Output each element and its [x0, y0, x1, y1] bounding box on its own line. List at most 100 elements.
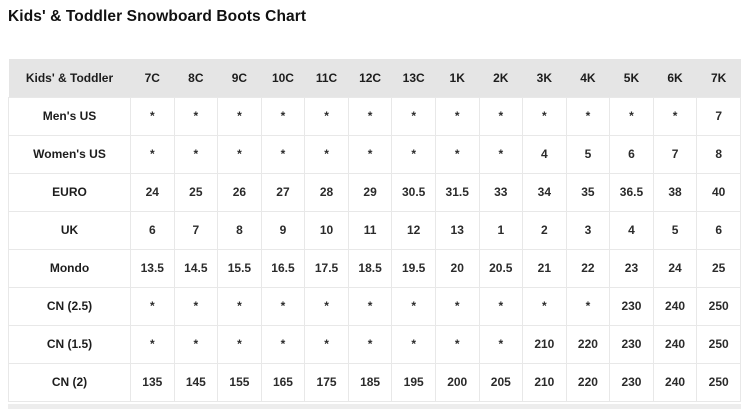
data-cell: 15.5 — [217, 248, 262, 288]
data-cell: 35 — [565, 172, 611, 212]
data-cell: 23 — [609, 248, 654, 288]
data-cell: 6 — [696, 210, 741, 250]
data-cell: * — [130, 286, 175, 326]
data-cell: * — [391, 324, 436, 364]
data-cell: * — [565, 96, 611, 136]
data-cell: * — [173, 286, 219, 326]
data-cell: 8 — [217, 210, 262, 250]
table-row: Women's US * * * * * * * * * 4 5 6 7 8 — [8, 134, 741, 174]
data-cell: 240 — [652, 286, 698, 326]
data-cell: 200 — [434, 362, 480, 402]
data-cell: 40 — [696, 172, 741, 212]
data-cell: 135 — [130, 362, 175, 402]
data-cell: * — [391, 96, 436, 136]
data-cell: 24 — [130, 172, 175, 212]
column-header-cell: 11C — [304, 59, 349, 97]
row-label-cell: EURO — [8, 172, 131, 212]
data-cell: 19.5 — [391, 248, 436, 288]
data-cell: * — [478, 324, 524, 364]
data-cell: * — [347, 96, 393, 136]
column-header-cell: 7K — [696, 59, 741, 97]
column-header-cell: 6K — [653, 59, 697, 97]
data-cell: 21 — [522, 248, 567, 288]
data-cell: 145 — [173, 362, 219, 402]
data-cell: * — [217, 324, 262, 364]
table-row: CN (2) 135 145 155 165 175 185 195 200 205 210 220 2… — [8, 362, 741, 402]
data-cell: 4 — [522, 134, 567, 174]
data-cell: 210 — [522, 362, 567, 402]
data-cell: 38 — [652, 172, 698, 212]
data-cell: * — [652, 96, 698, 136]
data-cell: * — [260, 134, 306, 174]
data-cell: * — [434, 324, 480, 364]
data-cell: 33 — [478, 172, 524, 212]
data-cell: 8 — [696, 134, 741, 174]
column-header-cell: 3K — [522, 59, 567, 97]
column-header-cell: 7C — [130, 59, 175, 97]
data-cell: 11 — [347, 210, 393, 250]
data-cell: 27 — [260, 172, 306, 212]
data-cell: * — [522, 286, 567, 326]
data-cell: * — [347, 134, 393, 174]
data-cell: 20 — [434, 248, 480, 288]
data-cell: * — [130, 96, 175, 136]
data-cell: * — [130, 134, 175, 174]
table-header: Kids' & Toddler 7C 8C 9C 10C 11C 12C 13C 1K 2K 3K 4… — [8, 59, 741, 97]
data-cell: * — [260, 324, 306, 364]
row-label-cell: Women's US — [8, 134, 131, 174]
data-cell: * — [304, 96, 349, 136]
data-cell: 9 — [260, 210, 306, 250]
column-header-cell: 9C — [217, 59, 262, 97]
table-body: Men's US * * * * * * * * * * * * * 7 Women's US * * * * * * * *… — [8, 96, 741, 402]
data-cell: 250 — [696, 286, 741, 326]
data-cell: 7 — [652, 134, 698, 174]
table-row: CN (1.5) * * * * * * * * * 210 220 230 240 250 — [8, 324, 741, 364]
data-cell: * — [609, 96, 654, 136]
row-label-cell: Mondo — [8, 248, 131, 288]
data-cell: 34 — [522, 172, 567, 212]
data-cell: 14.5 — [173, 248, 219, 288]
data-cell: 165 — [260, 362, 306, 402]
data-cell: 220 — [565, 362, 611, 402]
data-cell: 24 — [652, 248, 698, 288]
data-cell: * — [304, 134, 349, 174]
data-cell: 29 — [347, 172, 393, 212]
data-cell: * — [478, 286, 524, 326]
data-cell: 6 — [609, 134, 654, 174]
data-cell: 16.5 — [260, 248, 306, 288]
size-chart-table: Kids' & Toddler 7C 8C 9C 10C 11C 12C 13C 1K 2K 3K 4… — [8, 59, 741, 402]
data-cell: 26 — [217, 172, 262, 212]
data-cell: 220 — [565, 324, 611, 364]
data-cell: 10 — [304, 210, 349, 250]
data-cell: 5 — [565, 134, 611, 174]
column-header-cell: 10C — [261, 59, 305, 97]
data-cell: 4 — [609, 210, 654, 250]
data-cell: 12 — [391, 210, 436, 250]
data-cell: 250 — [696, 324, 741, 364]
data-cell: * — [173, 324, 219, 364]
data-cell: * — [522, 96, 567, 136]
column-header-cell: 1K — [435, 59, 479, 97]
data-cell: * — [478, 134, 524, 174]
data-cell: 1 — [478, 210, 524, 250]
data-cell: 3 — [565, 210, 611, 250]
data-cell: 155 — [217, 362, 262, 402]
data-cell: 28 — [304, 172, 349, 212]
data-cell: 195 — [391, 362, 436, 402]
next-section-header-partial — [8, 403, 741, 409]
data-cell: * — [391, 286, 436, 326]
row-label-cell: CN (2.5) — [8, 286, 131, 326]
data-cell: 230 — [609, 362, 654, 402]
data-cell: 18.5 — [347, 248, 393, 288]
table-row: EURO 24 25 26 27 28 29 30.5 31.5 33 34 35 36.5 38 40 — [8, 172, 741, 212]
data-cell: 25 — [173, 172, 219, 212]
column-header-cell: 12C — [348, 59, 392, 97]
data-cell: 230 — [609, 324, 654, 364]
data-cell: * — [565, 286, 611, 326]
data-cell: * — [478, 96, 524, 136]
data-cell: 17.5 — [304, 248, 349, 288]
row-label-cell: CN (2) — [8, 362, 131, 402]
column-header-cell: 8C — [174, 59, 218, 97]
row-label-cell: UK — [8, 210, 131, 250]
